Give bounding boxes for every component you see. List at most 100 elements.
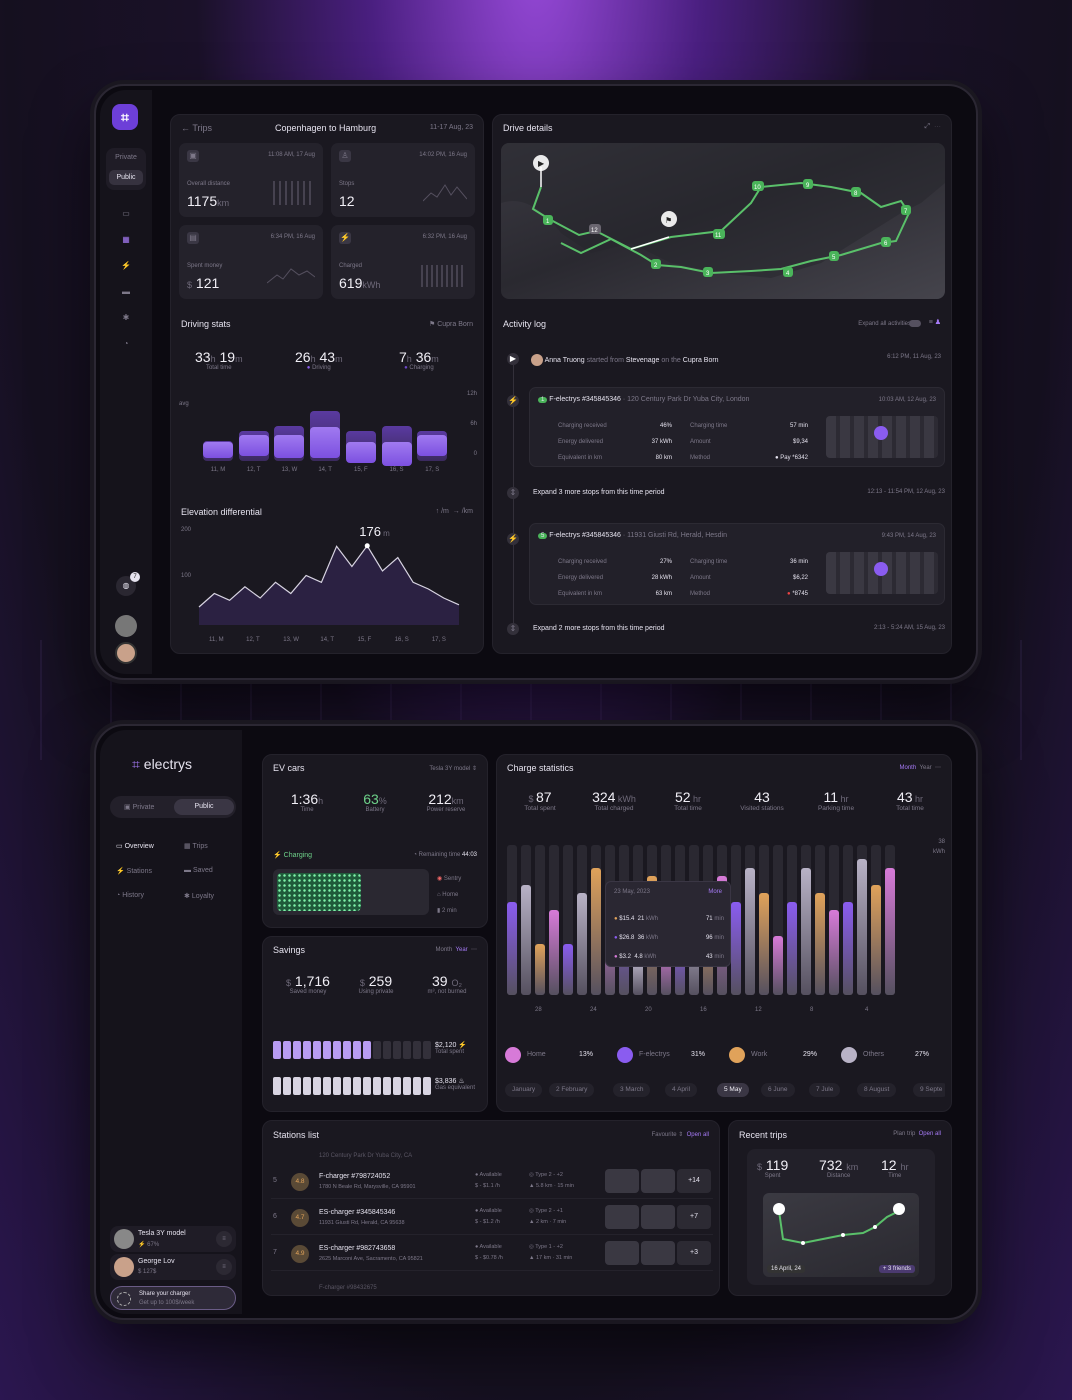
charged-card[interactable]: ⚡ 6:32 PM, 16 Aug Charged 619kWh <box>331 225 475 299</box>
privacy-switch[interactable]: Private Public <box>106 148 146 190</box>
savings-segment <box>323 1041 331 1059</box>
more-photos-badge[interactable]: +3 <box>677 1241 711 1265</box>
expand-icon[interactable]: ⇕ <box>507 487 519 499</box>
expand-icon[interactable]: ⤢ ⋯ <box>924 123 942 130</box>
legend-percent: 13% <box>579 1051 594 1058</box>
y-unit-label: kWh <box>933 849 945 855</box>
svg-text:3: 3 <box>706 271 710 277</box>
month-chip[interactable]: 2 February <box>549 1083 595 1097</box>
car-selector[interactable]: Tesla 3Y model ⚡ 67% ≡ <box>110 1226 236 1252</box>
battery-fill <box>277 873 361 911</box>
stations-actions[interactable]: Favourite ⇕ Open all <box>651 1132 709 1138</box>
stops-card[interactable]: ♙ 14:02 PM, 16 Aug Stops 12 <box>331 143 475 217</box>
friends-badge[interactable]: + 3 friends <box>878 1265 915 1273</box>
driving-stats-title: Driving stats <box>181 319 231 329</box>
pin-icon <box>874 426 888 440</box>
stat-unit: hr <box>912 794 924 804</box>
drive-details-title: Drive details <box>503 123 553 133</box>
bolt-icon[interactable]: ⚡ <box>121 261 131 270</box>
peak-label: 176 m <box>359 524 390 539</box>
nav-history[interactable]: ◔ History <box>116 892 144 899</box>
bolt-icon: ⚡ <box>339 232 351 244</box>
elevation-series <box>198 544 460 608</box>
month-chip[interactable]: 3 March <box>613 1083 651 1097</box>
month-chip[interactable]: 9 Septe <box>913 1083 945 1097</box>
bar-value <box>507 901 517 995</box>
nav-loyalty[interactable]: ✱ Loyalty <box>184 893 215 900</box>
savings-segment <box>293 1077 301 1095</box>
distance-card[interactable]: ▣ 11:08 AM, 17 Aug Overall distance 1175… <box>179 143 323 217</box>
nav-stations[interactable]: ⚡ Stations <box>116 868 152 875</box>
private-toggle[interactable]: ▣ Private <box>124 804 155 811</box>
station-row[interactable]: 6 4.7 ES-charger #345845346 11931 Giusti Rd… <box>271 1201 713 1235</box>
svg-text:6: 6 <box>884 241 888 247</box>
map-icon[interactable]: ▦ <box>122 235 130 244</box>
public-toggle[interactable]: Public <box>174 799 234 815</box>
period-tabs[interactable]: Month Year ⋯ <box>435 947 478 953</box>
recent-trips-actions[interactable]: Plan trip Open all <box>893 1131 941 1137</box>
month-selector[interactable]: January 2 February 3 March 4 April 5 May 6 Ju… <box>505 1083 945 1099</box>
bar-charging <box>417 434 448 456</box>
month-chip[interactable]: 6 June <box>761 1083 795 1097</box>
nav-overview[interactable]: ▭ Overview <box>116 843 154 850</box>
month-chip[interactable]: 4 April <box>665 1083 698 1097</box>
private-toggle[interactable]: Private <box>115 154 137 161</box>
trip-map[interactable]: 16 April, 24 + 3 friends <box>763 1193 919 1277</box>
avatar[interactable] <box>115 642 137 664</box>
savings-title: Savings <box>273 945 306 955</box>
avg-label: avg <box>179 401 189 407</box>
month-chip[interactable]: 7 Jule <box>809 1083 841 1097</box>
ev-cars-title: EV cars <box>273 763 305 773</box>
expand-stops-link[interactable]: Expand 2 more stops from this time perio… <box>533 625 945 632</box>
rating-badge: 4.8 <box>291 1173 309 1191</box>
tooltip-more-link[interactable]: More <box>708 889 722 895</box>
nav-saved[interactable]: ▬ Saved <box>184 867 213 874</box>
car-avatar[interactable] <box>115 615 137 637</box>
share-charger-button[interactable]: Share your charger Get up to 100$/week <box>110 1286 236 1310</box>
expand-stops-link[interactable]: Expand 3 more stops from this time perio… <box>533 489 945 496</box>
elevation-units[interactable]: ↑ /m → /km <box>435 508 473 515</box>
more-photos-badge[interactable]: +14 <box>677 1169 711 1193</box>
month-chip[interactable]: 8 August <box>857 1083 897 1097</box>
puzzle-icon[interactable]: ✱ <box>122 313 130 322</box>
back-link[interactable]: ← Trips <box>181 123 213 133</box>
car-model-select[interactable]: Tesla 3Y model ⇕ <box>429 766 477 772</box>
car-modes[interactable]: ◉ Sentry ⌂ Home ▮ 2 min <box>437 876 462 914</box>
month-chip[interactable]: 5 May <box>717 1083 749 1097</box>
charging-stop-card[interactable]: 5 F-electrys #345845346 · 11931 Giusti R… <box>529 523 945 605</box>
filter-icon[interactable]: ≡ ♟ <box>928 319 941 326</box>
savings-segment <box>283 1077 291 1095</box>
y-tick-label: 100 <box>181 573 192 579</box>
map-route <box>773 1203 905 1245</box>
car-icon[interactable]: ▬ <box>122 287 130 296</box>
bar-track <box>773 845 783 995</box>
expand-icon[interactable]: ⇕ <box>507 623 519 635</box>
expand-all-toggle[interactable] <box>909 320 921 327</box>
history-icon[interactable]: ◔ <box>123 339 129 348</box>
charging-stop-card[interactable]: 1 F-electrys #345845346 · 120 Century Pa… <box>529 387 945 467</box>
station-row[interactable]: 7 4.9 ES-charger #982743658 2625 Marconi Av… <box>271 1237 713 1271</box>
month-name: Septe <box>925 1086 943 1093</box>
period-tabs[interactable]: Month Year ⋯ <box>899 765 942 771</box>
nav-trips[interactable]: ▦ Trips <box>184 843 208 850</box>
x-tick-label: 16, S <box>394 637 409 643</box>
car-selector[interactable]: ⚑ Cupra Born <box>428 321 473 328</box>
mini-chart <box>421 265 465 287</box>
more-photos-badge[interactable]: +7 <box>677 1205 711 1229</box>
brand[interactable]: ⌗ electrys <box>132 756 193 772</box>
trip-card[interactable]: $ 119 Spent 732 km Distance 12 hr Time 16 A… <box>747 1149 935 1285</box>
public-toggle[interactable]: Public <box>109 170 143 185</box>
money-card[interactable]: ▤ 6:34 PM, 16 Aug Spent money $ 121 <box>179 225 323 299</box>
savings-segment <box>313 1041 321 1059</box>
privacy-switch[interactable]: ▣ Private Public <box>110 796 236 818</box>
user-profile[interactable]: George Lov $ 127$ ≡ <box>110 1254 236 1280</box>
station-map-thumb[interactable] <box>826 552 938 594</box>
station-map-thumb[interactable] <box>826 416 938 458</box>
elevation-area <box>199 545 459 625</box>
station-row[interactable]: 5 4.8 F-charger #798724052 1780 N Beale Rd,… <box>271 1165 713 1199</box>
month-chip[interactable]: January <box>505 1083 543 1097</box>
activity-log-title: Activity log <box>503 319 547 329</box>
stat-label: Parking time <box>817 805 855 812</box>
monitor-icon[interactable]: ▭ <box>122 209 130 218</box>
route-map[interactable]: ▶ ⚑ 1 2 3 4 5 6 7 8 9 10 11 12 <box>501 143 945 299</box>
